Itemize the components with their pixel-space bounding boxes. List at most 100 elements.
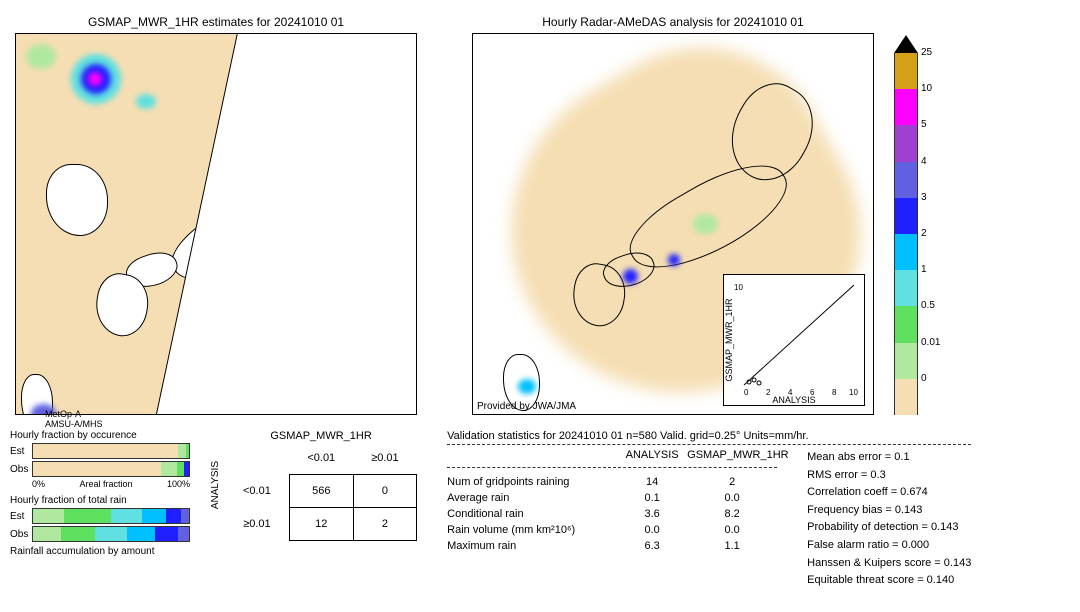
fraction-row-label: Obs	[10, 529, 32, 540]
stats-rule	[447, 444, 971, 445]
x-tick: 120°E	[507, 414, 534, 415]
precip-blob	[693, 214, 718, 234]
colorbar-segment: 1	[894, 270, 918, 306]
colorbar-segment: 50	[894, 35, 918, 53]
right-map-box: ANALYSIS GSMAP_MWR_1HR 0 10 10 2468 Prov…	[472, 33, 874, 415]
fraction-bar	[32, 526, 190, 542]
colorbar-label: 4	[921, 156, 927, 167]
ct-col-header: <0.01	[289, 442, 353, 475]
fraction-charts: Hourly fraction by occurence EstObs 0% A…	[10, 430, 190, 559]
y-tick: 40°N	[472, 135, 473, 146]
fraction-segment	[161, 462, 177, 476]
stats-value: 14	[617, 476, 687, 488]
stats-col-header: ANALYSIS	[617, 449, 687, 461]
fraction-segment	[181, 509, 189, 523]
ct-cell: 566	[289, 475, 353, 508]
y-tick: 30°N	[472, 295, 473, 306]
stats-title: Validation statistics for 20241010 01 n=…	[447, 430, 971, 442]
precip-blob	[623, 269, 638, 284]
stats-value: 0.1	[617, 492, 687, 504]
fraction-segment	[111, 509, 142, 523]
y-tick: 40°N	[15, 150, 16, 161]
colorbar-segment: 4	[894, 162, 918, 198]
fraction-row: Est	[10, 508, 190, 524]
x-tick: 135°E	[218, 414, 245, 415]
y-tick: 30°N	[15, 287, 16, 298]
x-tick: 135°E	[723, 414, 750, 415]
stats-col-header: GSMAP_MWR_1HR	[687, 449, 777, 461]
satellite-label: MetOp-A AMSU-A/MHS	[45, 410, 103, 430]
svg-text:10: 10	[734, 283, 743, 292]
precip-blob	[88, 72, 102, 86]
colorbar-label: 3	[921, 192, 927, 203]
colorbar-label: 0	[921, 373, 927, 384]
fraction-bar	[32, 508, 190, 524]
provided-label: Provided by JWA/JMA	[477, 401, 576, 412]
y-tick: 25°N	[15, 355, 16, 366]
colorbar-segment: 0.01	[894, 343, 918, 379]
stats-metric: Frequency bias = 0.143	[807, 502, 971, 520]
colorbar-segment: 0.5	[894, 306, 918, 342]
fraction-row: Obs	[10, 526, 190, 542]
colorbar-label: 0.01	[921, 337, 940, 348]
axis-left: 0%	[32, 479, 45, 489]
x-tick: 145°E	[346, 414, 373, 415]
x-tick: 125°E	[579, 414, 606, 415]
fraction-segment	[186, 444, 189, 458]
right-map-title: Hourly Radar-AMeDAS analysis for 2024101…	[472, 15, 874, 29]
colorbar-label: 1	[921, 264, 927, 275]
fraction-segment	[33, 509, 64, 523]
colorbar-segment: 0	[894, 379, 918, 415]
fraction-segment	[155, 527, 178, 541]
stats-metric: Probability of detection = 0.143	[807, 519, 971, 537]
fraction-segment	[61, 527, 95, 541]
fraction-bar	[32, 443, 190, 459]
colorbar-label: 2	[921, 228, 927, 239]
colorbar-segment: 3	[894, 198, 918, 234]
ct-row-header: <0.01	[225, 475, 289, 508]
colorbar-label: 0.5	[921, 300, 935, 311]
fraction-segment	[178, 527, 189, 541]
ct-cell: 12	[289, 508, 353, 541]
precip-blob	[26, 44, 56, 69]
fraction-segment	[178, 444, 186, 458]
fraction-segment	[64, 509, 111, 523]
left-map-panel: GSMAP_MWR_1HR estimates for 20241010 01 …	[15, 15, 417, 415]
stats-value: 3.6	[617, 508, 687, 520]
colorbar-label: 5	[921, 119, 927, 130]
ct-cell: 2	[353, 508, 416, 541]
y-tick: 25°N	[472, 363, 473, 374]
stats-value: 1.1	[687, 540, 777, 552]
stats-value: 6.3	[617, 540, 687, 552]
left-map-box: 25°N30°N35°N40°N125°E130°E135°E140°E145°…	[15, 33, 417, 415]
fraction-segment	[33, 444, 178, 458]
fraction-segment	[184, 462, 189, 476]
ct-cell: 0	[353, 475, 416, 508]
axis-right: 100%	[167, 479, 190, 489]
stats-value: 2	[687, 476, 777, 488]
svg-text:10: 10	[849, 388, 858, 397]
y-tick: 35°N	[472, 211, 473, 222]
fraction-row: Est	[10, 443, 190, 459]
stats-block: Validation statistics for 20241010 01 n=…	[447, 430, 971, 590]
svg-text:2: 2	[766, 388, 771, 397]
x-tick: 140°E	[282, 414, 309, 415]
stats-value: 0.0	[687, 492, 777, 504]
fraction-row-label: Est	[10, 446, 32, 457]
accum-title: Rainfall accumulation by amount	[10, 546, 190, 557]
fraction-segment	[166, 509, 182, 523]
x-tick: 130°E	[651, 414, 678, 415]
svg-text:0: 0	[744, 388, 749, 397]
colorbar-segment: 25	[894, 53, 918, 89]
fraction-bar	[32, 461, 190, 477]
ct-row-header: ≥0.01	[225, 508, 289, 541]
stats-metric: Hanssen & Kuipers score = 0.143	[807, 555, 971, 573]
x-tick: 130°E	[154, 414, 181, 415]
occurrence-title: Hourly fraction by occurence	[10, 430, 190, 441]
precip-blob	[668, 254, 680, 266]
colorbar-label: 50	[921, 29, 932, 40]
y-tick: 45°N	[472, 67, 473, 78]
stats-row-label: Maximum rain	[447, 540, 617, 552]
fraction-segment	[33, 462, 161, 476]
fraction-row-label: Est	[10, 511, 32, 522]
